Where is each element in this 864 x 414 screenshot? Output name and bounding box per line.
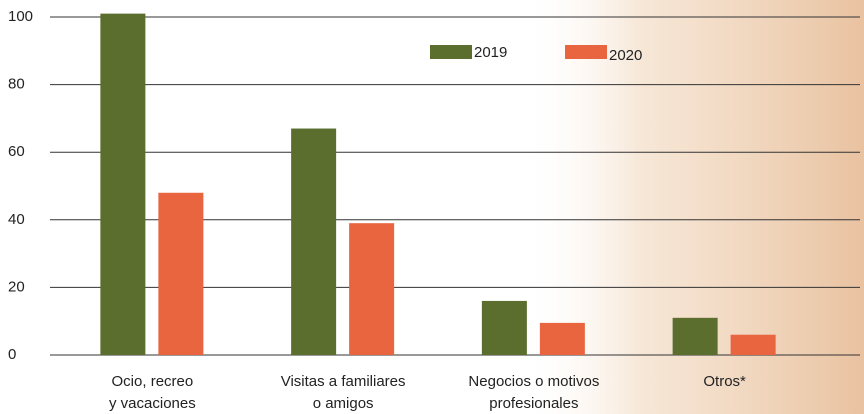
legend-swatch [430, 45, 472, 59]
x-tick-label: Negocios o motivos [468, 373, 599, 390]
bar [730, 334, 776, 355]
x-tick-label: o amigos [313, 395, 374, 412]
bar [481, 300, 527, 355]
bar [100, 13, 146, 356]
bar [291, 128, 337, 355]
bar [672, 317, 718, 355]
y-tick-label: 60 [8, 143, 25, 160]
legend-label: 2019 [474, 44, 507, 61]
legend-swatch [565, 45, 607, 59]
x-tick-label: Ocio, recreo [112, 373, 194, 390]
y-tick-label: 20 [8, 278, 25, 295]
y-tick-label: 80 [8, 76, 25, 93]
y-tick-label: 40 [8, 211, 25, 228]
x-tick-label: Otros* [703, 373, 746, 390]
x-tick-label: Visitas a familiares [281, 373, 406, 390]
y-tick-label: 0 [8, 346, 16, 363]
x-tick-label: profesionales [489, 395, 578, 412]
x-tick-label: y vacaciones [109, 395, 196, 412]
bar [158, 192, 204, 355]
y-tick-label: 100 [8, 8, 33, 25]
bar [539, 322, 585, 355]
bar [349, 223, 395, 355]
legend-label: 2020 [609, 47, 642, 64]
